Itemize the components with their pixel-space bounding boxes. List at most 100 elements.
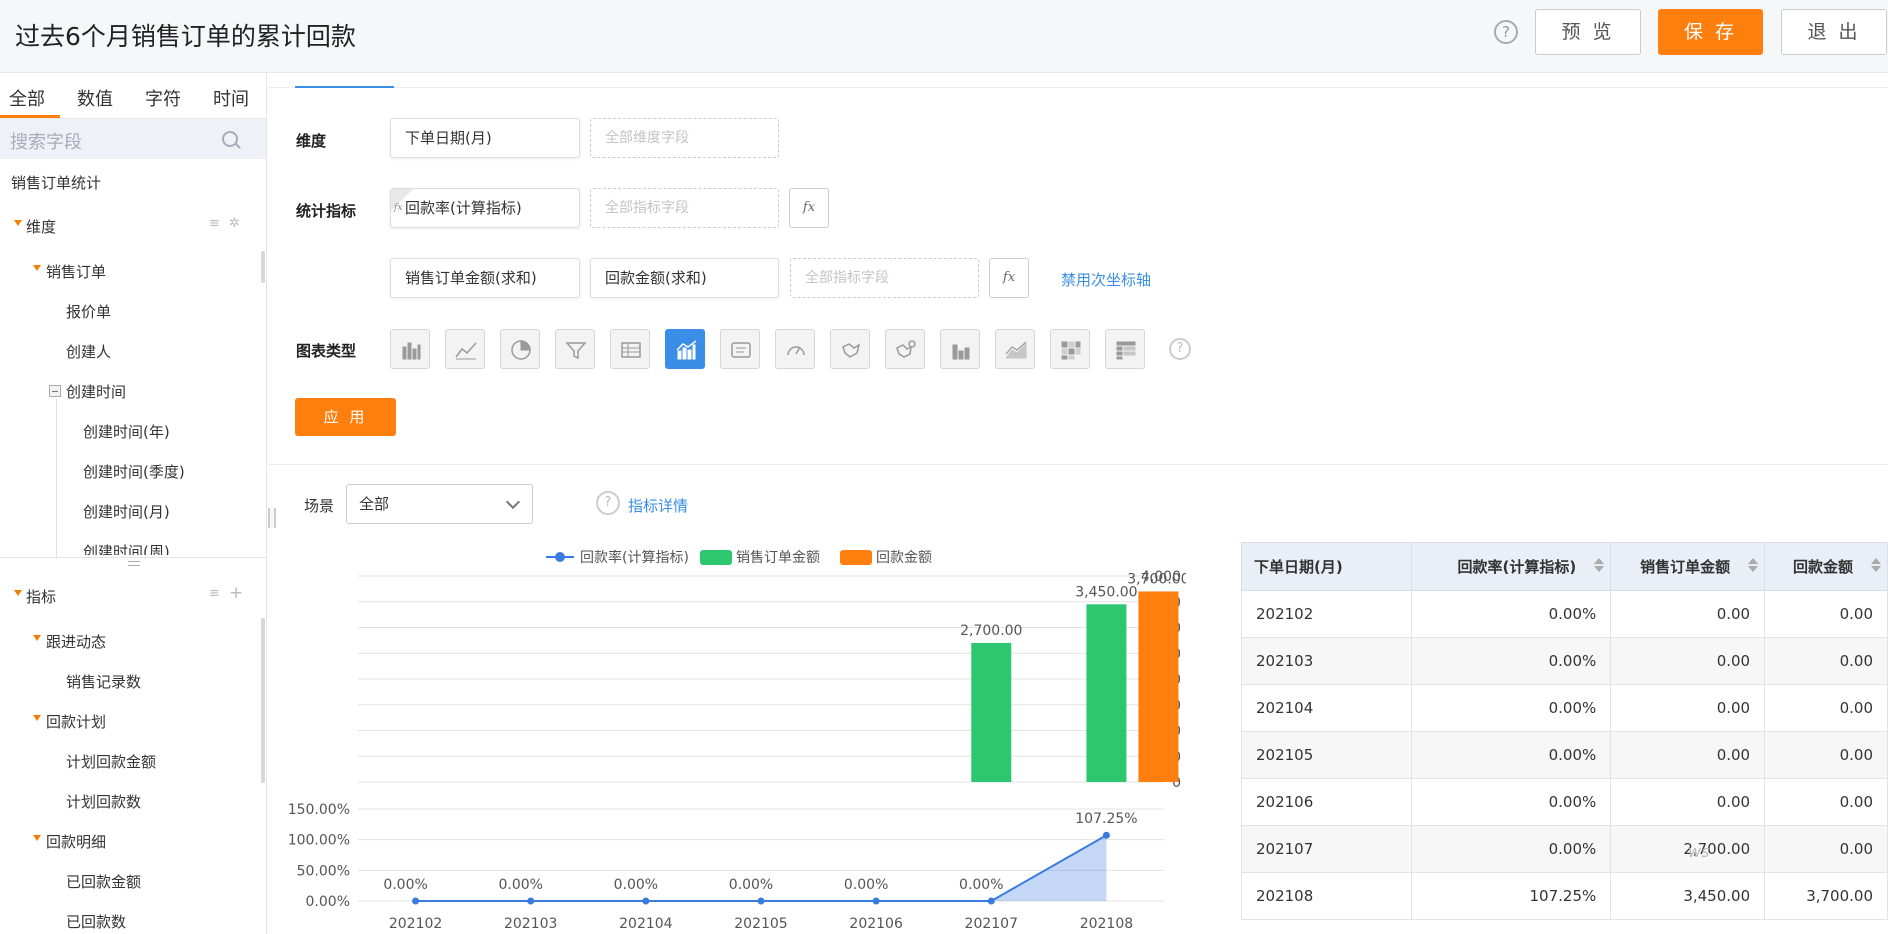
cell-payment-amount: 0.00 — [1764, 825, 1888, 873]
save-button[interactable]: 保 存 — [1658, 9, 1763, 55]
cell-payment-amount: 3,700.00 — [1764, 872, 1888, 920]
tree-item-create-time-month[interactable]: 创建时间(月) — [83, 503, 170, 521]
column-header-order-amount[interactable]: 销售订单金额 — [1610, 542, 1766, 591]
metric-field-chip-payment-amount[interactable]: 回款金额(求和) — [590, 258, 779, 298]
collapse-icon[interactable] — [49, 385, 61, 397]
sidebar-collapse-handle[interactable] — [268, 508, 276, 528]
caret-down-icon[interactable] — [33, 635, 41, 641]
sort-icon[interactable]: ≡ — [209, 216, 220, 231]
line-point — [412, 897, 420, 905]
column-rank-icon[interactable] — [940, 329, 980, 369]
funnel-chart-icon[interactable] — [555, 329, 595, 369]
tree-item-quote[interactable]: 报价单 — [66, 303, 112, 321]
secondary-metric-drop-zone[interactable]: 全部指标字段 — [790, 258, 979, 298]
tab-numeric[interactable]: 数值 — [77, 89, 113, 110]
main-panel: 维度 下单日期(月) 全部维度字段 统计指标 fx 回款率(计算指标) 全部指标… — [268, 73, 1888, 934]
tree-item-paid-count[interactable]: 已回款数 — [66, 913, 127, 931]
tree-item-create-time-week[interactable]: 创建时间(周) — [83, 543, 170, 555]
fx-badge-icon — [391, 189, 413, 211]
y-tick-label: 0.00% — [306, 894, 350, 910]
column-header-label: 下单日期(月) — [1254, 558, 1343, 576]
help-icon[interactable]: ? — [1169, 338, 1191, 360]
column-header-label: 销售订单金额 — [1640, 558, 1731, 576]
apply-button[interactable]: 应 用 — [295, 398, 396, 436]
dimension-label: 维度 — [296, 132, 327, 150]
add-icon[interactable]: + — [229, 583, 244, 603]
dimension-drop-zone[interactable]: 全部维度字段 — [590, 118, 779, 158]
combo-chart-icon[interactable] — [665, 329, 705, 369]
resize-handle[interactable] — [128, 561, 140, 566]
metric-detail-link[interactable]: 指标详情 — [628, 497, 689, 515]
heatmap-chart-icon[interactable] — [1050, 329, 1090, 369]
tab-all[interactable]: 全部 — [9, 89, 45, 110]
fx-button[interactable]: fx — [789, 188, 829, 228]
table-chart-icon[interactable] — [610, 329, 650, 369]
caret-down-icon[interactable] — [33, 265, 41, 271]
divider — [268, 87, 1888, 88]
tree-item-creator[interactable]: 创建人 — [66, 343, 112, 361]
gauge-chart-icon[interactable] — [775, 329, 815, 369]
gear-icon[interactable]: ✲ — [229, 216, 240, 231]
legend-label: 销售订单金额 — [736, 550, 820, 566]
area-chart-icon[interactable] — [995, 329, 1035, 369]
page-title: 过去6个月销售订单的累计回款 — [15, 22, 356, 51]
column-header-label: 回款率(计算指标) — [1457, 558, 1577, 576]
x-tick-label: 202104 — [619, 916, 673, 932]
tree-item-create-time-quarter[interactable]: 创建时间(季度) — [83, 463, 185, 481]
column-header-payment-amount[interactable]: 回款金额 — [1764, 542, 1888, 591]
tree-item-planned-amount[interactable]: 计划回款金额 — [66, 753, 157, 771]
text-card-icon[interactable] — [720, 329, 760, 369]
metric-field-chip-rate[interactable]: fx 回款率(计算指标) — [390, 188, 580, 228]
map-pin-chart-icon[interactable] — [885, 329, 925, 369]
dimension-scrollbar[interactable] — [261, 251, 265, 283]
cell-payment-amount: 0.00 — [1764, 778, 1888, 826]
pie-chart-icon[interactable] — [500, 329, 540, 369]
line-point — [757, 897, 765, 905]
tree-group-sales-order[interactable]: 销售订单 — [46, 263, 107, 281]
fx-button[interactable]: fx — [989, 258, 1029, 298]
dimension-section[interactable]: 维度 — [26, 218, 57, 236]
table-header-row: 下单日期(月) 回款率(计算指标) 销售订单金额 回款金额 — [1241, 542, 1888, 591]
caret-down-icon[interactable] — [33, 835, 41, 841]
metric-section[interactable]: 指标 — [26, 588, 57, 606]
disable-secondary-axis-link[interactable]: 禁用次坐标轴 — [1061, 271, 1152, 289]
metric-scrollbar[interactable] — [261, 618, 265, 783]
cell-payment-amount: 0.00 — [1764, 684, 1888, 732]
tree-item-paid-amount[interactable]: 已回款金额 — [66, 873, 142, 891]
tree-group-follow-up[interactable]: 跟进动态 — [46, 633, 107, 651]
tree-item-planned-count[interactable]: 计划回款数 — [66, 793, 142, 811]
search-input[interactable]: 搜索字段 — [10, 132, 82, 153]
dimension-field-chip[interactable]: 下单日期(月) — [390, 118, 580, 158]
caret-down-icon[interactable] — [14, 590, 22, 596]
help-icon[interactable]: ? — [596, 491, 620, 515]
map-chart-icon[interactable] — [830, 329, 870, 369]
search-icon[interactable] — [222, 131, 238, 147]
cell-order-amount: 3,450.00 — [1610, 872, 1766, 920]
column-header-rate[interactable]: 回款率(计算指标) — [1410, 542, 1612, 591]
cell-date: 202108 — [1241, 872, 1412, 920]
tab-time[interactable]: 时间 — [213, 89, 249, 110]
bar — [971, 642, 1012, 782]
pivot-table-icon[interactable] — [1105, 329, 1145, 369]
exit-button[interactable]: 退 出 — [1781, 9, 1887, 55]
tab-string[interactable]: 字符 — [145, 89, 181, 110]
data-label: 107.25% — [1075, 811, 1137, 827]
bar-chart-icon[interactable] — [390, 329, 430, 369]
tree-item-create-time-year[interactable]: 创建时间(年) — [83, 423, 170, 441]
tree-group-payment-detail[interactable]: 回款明细 — [46, 833, 107, 851]
line-chart-icon[interactable] — [445, 329, 485, 369]
cell-rate: 0.00% — [1410, 825, 1612, 873]
column-header-date[interactable]: 下单日期(月) — [1241, 542, 1412, 591]
tree-item-sales-record-count[interactable]: 销售记录数 — [66, 673, 142, 691]
tree-group-create-time[interactable]: 创建时间 — [66, 383, 127, 401]
caret-down-icon[interactable] — [14, 220, 22, 226]
help-icon[interactable]: ? — [1494, 20, 1518, 44]
table-row: 202108 107.25% 3,450.00 3,700.00 — [1241, 872, 1888, 920]
sort-icon[interactable]: ≡ — [209, 586, 220, 601]
metric-field-chip-order-amount[interactable]: 销售订单金额(求和) — [390, 258, 580, 298]
preview-button[interactable]: 预 览 — [1535, 9, 1641, 55]
tree-group-payment-plan[interactable]: 回款计划 — [46, 713, 107, 731]
scene-select[interactable]: 全部 — [346, 484, 533, 524]
caret-down-icon[interactable] — [33, 715, 41, 721]
metric-drop-zone[interactable]: 全部指标字段 — [590, 188, 779, 228]
